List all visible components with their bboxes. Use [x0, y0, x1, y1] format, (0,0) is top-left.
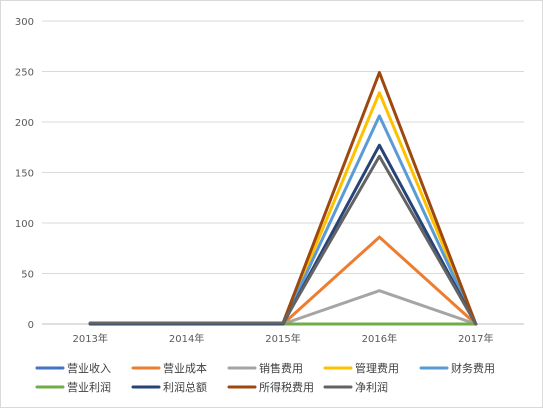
legend-label: 营业利润 [67, 380, 111, 394]
axes: 0 50 100 150 200 250 300 2013年 2014年 2015年 2016年 20… [15, 17, 524, 345]
legend-label: 利润总额 [163, 380, 207, 394]
series-lines [88, 71, 478, 326]
legend-label: 销售费用 [259, 361, 303, 375]
legend-item[interactable]: 净利润 [323, 380, 388, 394]
series-line [88, 91, 478, 326]
y-tick-label: 300 [15, 17, 34, 28]
gridlines [42, 20, 524, 274]
x-tick-label: 2017年 [458, 332, 493, 345]
legend-item[interactable]: 利润总额 [131, 380, 207, 394]
series-line [88, 154, 478, 326]
legend-label: 所得税费用 [259, 380, 314, 394]
legend-item[interactable]: 销售费用 [227, 361, 303, 375]
y-tick-label: 200 [15, 118, 34, 129]
legend-item[interactable]: 营业利润 [35, 380, 111, 394]
x-tick-label: 2014年 [169, 332, 204, 345]
x-tick-label: 2016年 [362, 332, 397, 345]
y-tick-label: 50 [21, 270, 34, 281]
x-tick-label: 2015年 [265, 332, 300, 345]
legend-label: 营业收入 [67, 361, 111, 375]
y-tick-label: 150 [15, 169, 34, 180]
legend-item[interactable]: 营业收入 [35, 361, 111, 375]
legend-label: 净利润 [355, 380, 388, 394]
y-tick-label: 250 [15, 68, 34, 79]
y-tick-label: 0 [28, 320, 34, 331]
series-line [88, 235, 478, 326]
legend-item[interactable]: 所得税费用 [227, 380, 314, 394]
legend-item[interactable]: 财务费用 [419, 361, 495, 375]
legend-label: 管理费用 [355, 361, 399, 375]
legend-label: 财务费用 [451, 361, 495, 375]
legend-label: 营业成本 [163, 361, 207, 375]
y-tick-label: 100 [15, 219, 34, 230]
legend-item[interactable]: 营业成本 [131, 361, 207, 375]
x-tick-label: 2013年 [72, 332, 107, 345]
series-line [88, 114, 478, 326]
legend-item[interactable]: 管理费用 [323, 361, 399, 375]
